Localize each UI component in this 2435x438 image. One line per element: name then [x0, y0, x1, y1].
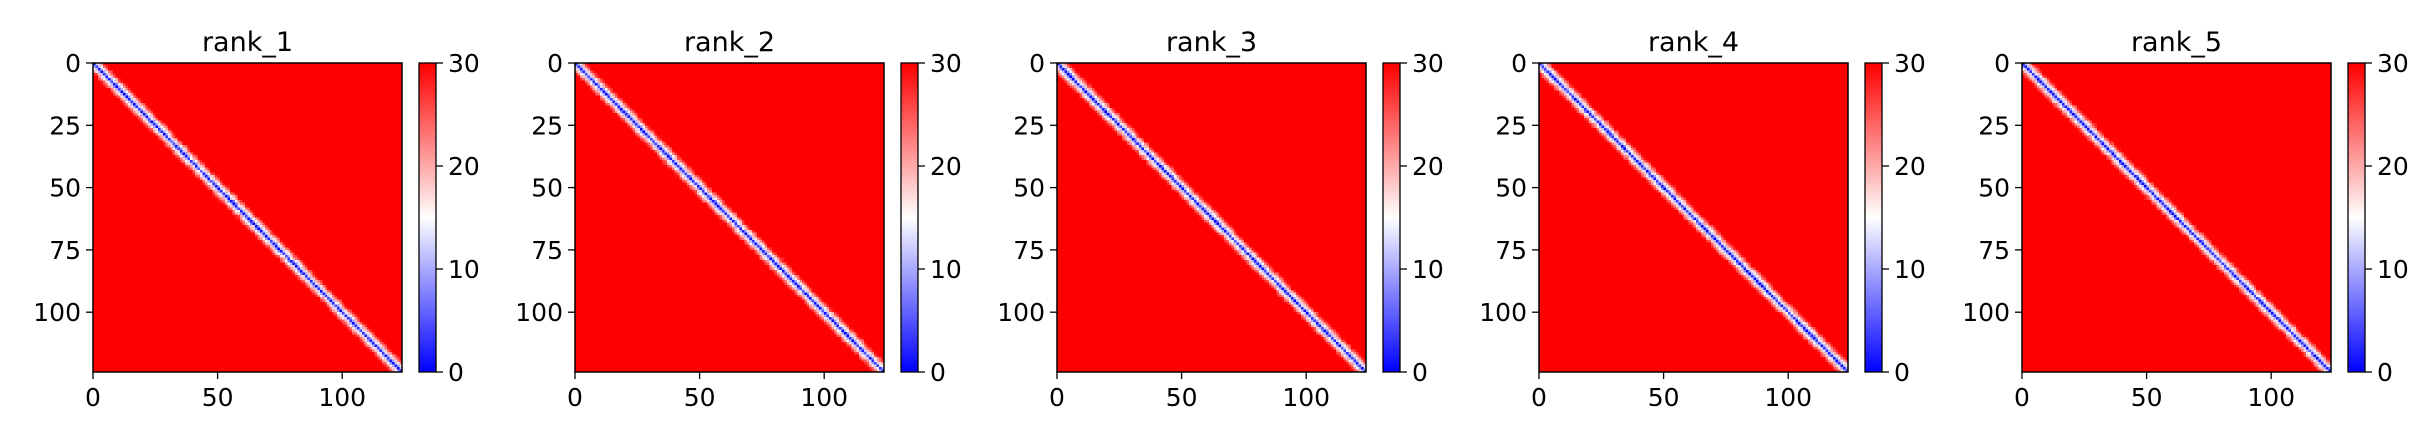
colorbar-tick-label: 30: [1894, 49, 1926, 78]
heatmap-panel: rank_1 0 50 100 0 25 50 75 100 0 10 20 30: [33, 27, 480, 412]
y-tick-label: 50: [1495, 174, 1527, 203]
colorbar-tick-label: 30: [930, 49, 962, 78]
colorbar-tick-label: 0: [1894, 358, 1910, 387]
panel-title: rank_5: [2131, 27, 2222, 58]
y-tick-label: 0: [65, 49, 81, 78]
plot-frame: [1538, 62, 1849, 373]
y-tick-label: 50: [531, 174, 563, 203]
colorbar-tick-label: 10: [2377, 255, 2409, 284]
x-tick-label: 100: [318, 383, 366, 412]
x-tick-label: 100: [1764, 383, 1812, 412]
y-tick-label: 100: [1962, 298, 2010, 327]
panel-title: rank_1: [202, 27, 293, 58]
colorbar-frame: [418, 62, 437, 373]
plot-frame: [574, 62, 885, 373]
colorbar-tick-label: 10: [448, 255, 480, 284]
colorbar-tick-label: 20: [2377, 152, 2409, 181]
x-tick-label: 0: [1531, 383, 1547, 412]
heatmap-image: [575, 63, 884, 372]
colorbar-tick-label: 0: [930, 358, 946, 387]
y-tick-label: 25: [1495, 111, 1527, 140]
x-tick-label: 100: [2247, 383, 2295, 412]
x-tick-label: 0: [1049, 383, 1065, 412]
plot-frame: [92, 62, 403, 373]
colorbar-tick-label: 10: [930, 255, 962, 284]
colorbar-tick-label: 20: [1412, 152, 1444, 181]
y-tick-label: 75: [49, 236, 81, 265]
x-tick-label: 100: [800, 383, 848, 412]
colorbar-frame: [1864, 62, 1883, 373]
y-tick-label: 25: [49, 111, 81, 140]
y-tick-label: 25: [1013, 111, 1045, 140]
colorbar-gradient: [901, 63, 918, 372]
x-tick-label: 50: [684, 383, 716, 412]
y-tick-label: 75: [1013, 236, 1045, 265]
heatmap-image: [93, 63, 402, 372]
y-tick-label: 50: [1978, 174, 2010, 203]
colorbar-tick-label: 30: [2377, 49, 2409, 78]
colorbar-gradient: [1865, 63, 1882, 372]
colorbar-tick-label: 0: [1412, 358, 1428, 387]
colorbar-tick-label: 20: [1894, 152, 1926, 181]
heatmap-image: [1057, 63, 1366, 372]
y-tick-label: 75: [1495, 236, 1527, 265]
y-tick-label: 0: [1029, 49, 1045, 78]
x-tick-label: 50: [1648, 383, 1680, 412]
x-tick-label: 50: [2131, 383, 2163, 412]
x-tick-label: 0: [2014, 383, 2030, 412]
panel-title: rank_3: [1166, 27, 1257, 58]
colorbar-frame: [2347, 62, 2366, 373]
y-tick-label: 100: [33, 298, 81, 327]
y-tick-label: 100: [515, 298, 563, 327]
y-tick-label: 50: [1013, 174, 1045, 203]
y-tick-label: 75: [531, 236, 563, 265]
colorbar-tick-label: 20: [448, 152, 480, 181]
colorbar-tick-label: 10: [1412, 255, 1444, 284]
heatmap-image: [1539, 63, 1848, 372]
colorbar-tick-label: 30: [1412, 49, 1444, 78]
panel-title: rank_2: [684, 27, 775, 58]
y-tick-label: 25: [1978, 111, 2010, 140]
colorbar-tick-label: 10: [1894, 255, 1926, 284]
x-tick-label: 100: [1282, 383, 1330, 412]
colorbar-tick-label: 20: [930, 152, 962, 181]
colorbar-gradient: [1383, 63, 1400, 372]
panel-title: rank_4: [1648, 27, 1739, 58]
y-tick-label: 0: [1511, 49, 1527, 78]
heatmap-image: [2022, 63, 2331, 372]
y-tick-label: 75: [1978, 236, 2010, 265]
heatmap-panel: rank_2 0 50 100 0 25 50 75 100 0 10 20 30: [515, 27, 962, 412]
colorbar-frame: [900, 62, 919, 373]
plot-frame: [2021, 62, 2332, 373]
x-tick-label: 50: [202, 383, 234, 412]
colorbar-tick-label: 0: [2377, 358, 2393, 387]
colorbar-tick-label: 30: [448, 49, 480, 78]
y-tick-label: 0: [1994, 49, 2010, 78]
colorbar-gradient: [2348, 63, 2365, 372]
heatmap-panel: rank_4 0 50 100 0 25 50 75 100 0 10 20 30: [1479, 27, 1926, 412]
x-tick-label: 0: [567, 383, 583, 412]
colorbar-tick-label: 0: [448, 358, 464, 387]
x-tick-label: 0: [85, 383, 101, 412]
plot-frame: [1056, 62, 1367, 373]
y-tick-label: 100: [1479, 298, 1527, 327]
heatmap-panel: rank_3 0 50 100 0 25 50 75 100 0 10 20 30: [997, 27, 1444, 412]
x-tick-label: 50: [1166, 383, 1198, 412]
colorbar-frame: [1382, 62, 1401, 373]
heatmap-panel: rank_5 0 50 100 0 25 50 75 100 0 10 20 30: [1962, 27, 2409, 412]
y-tick-label: 25: [531, 111, 563, 140]
colorbar-gradient: [419, 63, 436, 372]
y-tick-label: 100: [997, 298, 1045, 327]
y-tick-label: 0: [547, 49, 563, 78]
y-tick-label: 50: [49, 174, 81, 203]
